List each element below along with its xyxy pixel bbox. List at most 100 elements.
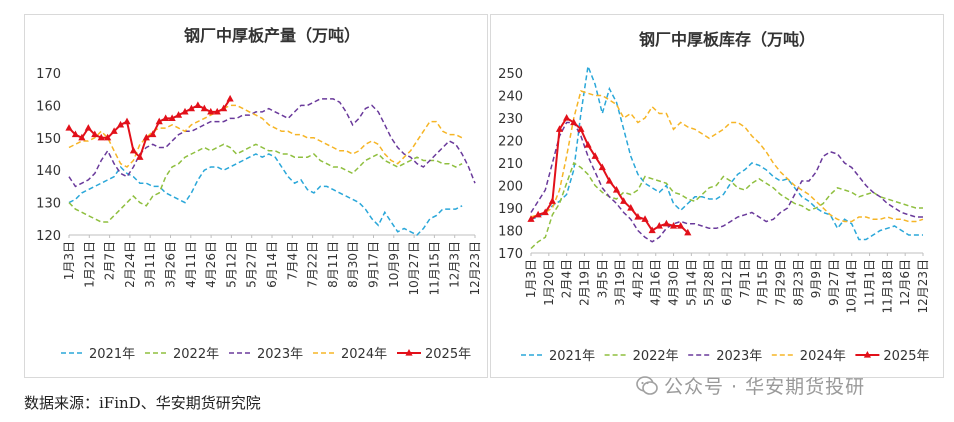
inventory-legend-label: 2022年 [633,349,679,364]
production-legend-label: 2025年 [425,347,471,362]
inventory-point-2025 [555,125,564,132]
production-x-tick-label: 2月24日 [123,241,137,288]
inventory-point-2025 [598,163,606,171]
inventory-point-2025 [648,226,656,234]
production-x-tick-label: 5月27日 [245,241,259,288]
production-x-tick-label: 8月30日 [346,241,360,288]
inventory-series-line-2023 [530,121,923,243]
inventory-x-tick-label: 12月23日 [916,259,930,314]
inventory-point-2025 [605,177,613,184]
inventory-y-tick-label: 210 [498,157,523,172]
inventory-point-2025 [584,141,592,148]
production-point-2025 [136,153,144,160]
inventory-x-tick-label: 7月29日 [773,259,787,306]
inventory-y-tick-label: 250 [498,67,523,82]
production-point-2025 [104,133,112,141]
inventory-point-2025 [662,219,671,227]
production-point-2025 [200,104,208,112]
production-series-line-2022 [68,143,463,223]
production-x-tick-label: 10月9日 [387,241,401,288]
production-x-tick-label: 4月26日 [204,241,218,288]
inventory-legend-label: 2021年 [549,349,595,364]
production-x-tick-label: 4月11日 [184,241,198,288]
inventory-legend-label: 2023年 [716,349,762,364]
inventory-x-tick-label: 7月15日 [756,259,770,306]
inventory-point-2025 [563,114,571,121]
inventory-point-2025 [527,215,535,222]
production-point-2025 [97,133,105,141]
production-x-tick-label: 7月22日 [306,241,320,288]
production-y-tick-label: 120 [36,229,61,244]
inventory-legend-label: 2024年 [800,349,846,364]
inventory-chart: 钢厂中厚板库存（万吨） 170 180 190 200 210 220 230 240 250 1月… [498,30,930,364]
production-series-line-2024 [68,104,463,168]
inventory-legend-item-2025: 2025年 [855,349,929,364]
production-x-tick-label: 12月3日 [448,241,462,288]
production-point-2025 [149,130,157,138]
inventory-point-2025 [634,213,642,220]
inventory-x-tick-label: 5月28日 [702,259,716,306]
inventory-legend-item-2021: 2021年 [521,349,595,364]
inventory-x-tick-label: 2月19日 [577,259,591,306]
inventory-x-tick-label: 9月9日 [809,259,823,298]
production-chart-panel: 钢厂中厚板产量（万吨） 120 130 140 150 160 170 1月3日 1月21日 2月… [24,14,488,378]
production-legend-marker [405,349,413,356]
production-point-2025 [142,133,150,141]
production-x-tick-label: 10月27日 [407,241,421,296]
watermark-text: 公众号 · 华安期货投研 [664,376,866,398]
production-legend-label: 2021年 [89,347,135,362]
production-x-tick-label: 8月11日 [326,241,340,288]
inventory-y-tick-label: 230 [498,112,523,127]
inventory-series-line-2024 [530,90,924,223]
production-legend-item-2024: 2024年 [313,347,387,362]
inventory-x-tick-label: 7月1日 [738,259,752,298]
inventory-point-2025 [612,186,621,193]
inventory-point-2025 [620,197,628,204]
inventory-x-tick-label: 11月1日 [863,259,877,306]
production-y-tick-label: 130 [36,197,61,212]
inventory-x-tick-label: 3月19日 [613,259,627,306]
inventory-x-tick-label: 12月6日 [898,259,912,306]
wechat-icon [636,375,658,395]
production-point-2025 [181,107,189,115]
production-x-tick-label: 12月23日 [468,241,482,296]
inventory-point-2025 [684,228,692,236]
inventory-point-2025 [627,204,635,211]
inventory-point-2025 [677,222,685,229]
production-point-2025 [65,124,73,131]
production-point-2025 [187,104,196,112]
inventory-y-tick-label: 220 [498,135,523,150]
production-series-line-2021 [68,153,463,236]
inventory-legend-item-2024: 2024年 [771,349,846,364]
production-point-2025 [168,114,176,121]
inventory-point-2025 [548,197,556,204]
inventory-point-2025 [541,208,549,216]
production-y-tick-label: 150 [36,132,61,147]
production-x-tick-label: 1月3日 [62,241,76,280]
production-point-2025 [71,130,80,138]
inventory-series-line-2025 [530,116,689,234]
inventory-point-2025 [570,118,578,126]
production-x-tick-label: 3月26日 [164,241,178,288]
production-legend-item-2021: 2021年 [61,347,135,362]
production-point-2025 [226,94,234,102]
production-y-tick-label: 170 [36,67,61,82]
production-legend-item-2023: 2023年 [229,347,303,362]
production-legend-label: 2024年 [341,347,387,362]
inventory-x-tick-label: 4月30日 [667,259,681,306]
production-point-2025 [123,117,131,125]
production-y-tick-label: 160 [36,99,61,114]
inventory-point-2025 [534,210,542,218]
production-point-2025 [110,127,118,134]
production-series-line-2023 [68,98,476,188]
production-x-tick-label: 6月14日 [265,241,279,288]
inventory-series-line-2022 [530,161,923,250]
production-x-tick-label: 11月15日 [427,241,441,296]
production-point-2025 [162,114,170,121]
production-x-tick-label: 9月17日 [367,241,381,288]
production-x-tick-label: 1月21日 [82,241,96,288]
production-point-2025 [78,133,86,141]
watermark: 公众号 · 华安期货投研 [636,372,865,399]
production-point-2025 [84,124,92,131]
inventory-point-2025 [641,215,649,222]
